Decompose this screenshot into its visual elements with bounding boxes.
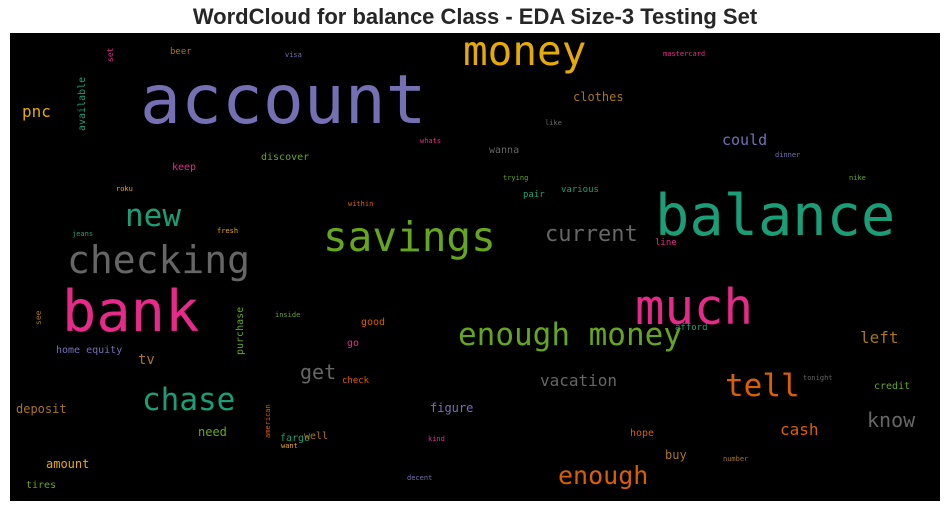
word-like: like — [545, 119, 562, 127]
word-hope: hope — [630, 428, 654, 439]
word-fresh: fresh — [217, 227, 238, 235]
word-checking: checking — [67, 238, 250, 282]
word-new: new — [125, 198, 181, 234]
chart-title: WordCloud for balance Class - EDA Size-3… — [192, 4, 758, 29]
word-set: set — [106, 47, 115, 62]
word-beer: beer — [170, 47, 192, 57]
word-wanna: wanna — [489, 145, 519, 156]
word-line: line — [655, 238, 677, 248]
word-money: money — [463, 33, 586, 75]
word-kind: kind — [428, 435, 445, 443]
wordcloud-canvas: account balance bank much money savings checki… — [10, 33, 940, 501]
word-cash: cash — [780, 420, 819, 439]
word-chase: chase — [142, 382, 235, 418]
word-tell: tell — [725, 368, 800, 404]
word-credit: credit — [874, 381, 910, 392]
word-jeans: jeans — [72, 230, 93, 238]
word-trying: trying — [503, 174, 528, 182]
word-want: want — [281, 442, 298, 450]
word-see: see — [34, 310, 43, 325]
word-get: get — [300, 360, 336, 384]
word-whats: whats — [420, 137, 441, 145]
word-pnc: pnc — [22, 102, 51, 121]
word-know: know — [867, 408, 916, 432]
word-good: good — [361, 317, 385, 328]
word-well: well — [304, 431, 328, 442]
word-account: account — [140, 61, 427, 140]
word-inside: inside — [275, 311, 300, 319]
word-need: need — [198, 425, 227, 439]
word-roku: roku — [116, 185, 133, 193]
word-much: much — [635, 279, 753, 336]
word-decent: decent — [407, 474, 432, 482]
word-afford: afford — [675, 323, 708, 333]
word-tv: tv — [138, 352, 155, 368]
word-fargo: fargo — [280, 433, 310, 444]
word-tonight: tonight — [803, 374, 833, 382]
word-nike: nike — [849, 174, 866, 182]
word-amount: amount — [46, 457, 89, 471]
word-clothes: clothes — [573, 90, 624, 104]
word-left: left — [860, 328, 899, 347]
word-bank: bank — [62, 279, 199, 345]
word-go: go — [347, 338, 359, 349]
word-tires: tires — [26, 480, 56, 491]
word-check: check — [342, 376, 370, 386]
word-within: within — [348, 200, 373, 208]
word-mastercard: mastercard — [663, 50, 705, 58]
word-home-equity: home equity — [56, 345, 122, 356]
word-buy: buy — [665, 448, 687, 462]
word-keep: keep — [172, 162, 196, 173]
word-american: american — [264, 404, 272, 438]
word-discover: discover — [261, 152, 309, 163]
word-enough-money: enough money — [458, 317, 682, 353]
word-visa: visa — [285, 51, 302, 59]
word-enough: enough — [558, 461, 648, 490]
word-deposit: deposit — [16, 402, 67, 416]
word-dinner: dinner — [775, 151, 800, 159]
word-savings: savings — [323, 213, 496, 261]
word-various: various — [561, 185, 599, 195]
word-could: could — [722, 131, 767, 149]
word-balance: balance — [655, 183, 895, 249]
word-available: available — [77, 77, 88, 131]
word-purchase: purchase — [235, 307, 246, 355]
word-vacation: vacation — [540, 371, 617, 390]
word-number: number — [723, 455, 748, 463]
word-pair: pair — [523, 190, 545, 200]
word-figure: figure — [430, 401, 473, 415]
word-current: current — [545, 222, 638, 247]
